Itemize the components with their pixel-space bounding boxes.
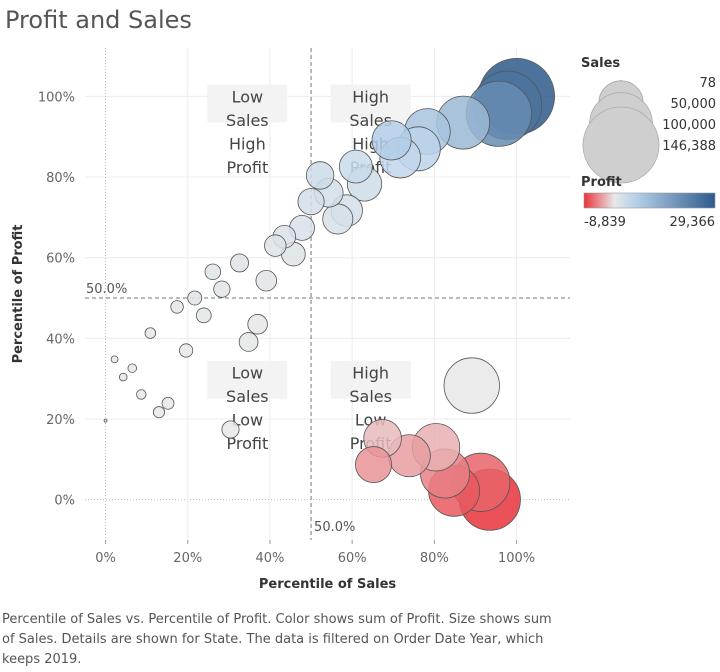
data-point	[195, 307, 212, 324]
x-axis-label: Percentile of Sales	[259, 577, 397, 592]
data-point	[338, 149, 373, 184]
x-tick-label: 100%	[498, 551, 535, 566]
reference-line-label: 50.0%	[86, 282, 127, 297]
data-point	[221, 420, 240, 439]
legend-profit-min: -8,839	[584, 215, 626, 230]
data-point	[118, 372, 128, 382]
y-axis-label: Percentile of Profit	[11, 225, 26, 364]
legend-sales-title: Sales	[581, 56, 620, 71]
quadrant-label-box	[207, 360, 288, 399]
chart-title: Profit and Sales	[5, 6, 192, 34]
quadrant-label: Low Sales High Profit	[226, 87, 269, 177]
data-point	[187, 290, 203, 306]
data-point	[322, 203, 354, 235]
x-tick-label: 20%	[173, 551, 202, 566]
data-points	[103, 57, 555, 531]
y-tick-label: 60%	[46, 252, 75, 267]
data-point	[230, 253, 249, 273]
data-point	[443, 357, 500, 414]
quadrant-label: Low Sales Low Profit	[226, 364, 269, 454]
data-point	[204, 263, 222, 281]
reference-line-label: 50.0%	[314, 520, 355, 535]
legend-size-marker	[582, 106, 660, 184]
data-point	[152, 406, 166, 419]
data-point	[127, 363, 137, 373]
legend-size-label: 78	[699, 76, 716, 91]
data-point	[110, 355, 119, 364]
legend-profit-title: Profit	[581, 175, 622, 190]
axes: 0% 20% 40% 60% 80% 100% 0% 20% 40% 60% 80% 100% Perc…	[11, 90, 535, 592]
legend-size-label: 50,000	[671, 97, 717, 112]
y-tick-label: 80%	[46, 171, 75, 186]
data-point	[136, 389, 147, 400]
reference-lines: 50.0% 50.0%	[85, 48, 570, 540]
data-point	[247, 314, 268, 335]
legend-size-label: 100,000	[662, 118, 716, 133]
legend: Sales 78 50,000 100,000 146,388 Profit -8,839 2…	[581, 56, 716, 230]
y-tick-label: 40%	[46, 332, 75, 347]
legend-profit-max: 29,366	[670, 215, 716, 230]
data-point	[170, 300, 184, 314]
quadrant-label-box	[207, 84, 288, 123]
x-tick-label: 60%	[338, 551, 367, 566]
legend-size-label: 146,388	[662, 139, 716, 154]
y-tick-label: 0%	[54, 494, 75, 509]
legend-profit-gradient	[583, 192, 716, 209]
data-point	[264, 234, 287, 257]
y-tick-label: 100%	[38, 90, 75, 105]
x-tick-label: 40%	[256, 551, 285, 566]
data-point	[297, 188, 325, 216]
chart-caption: Percentile of Sales vs. Percentile of Pr…	[2, 612, 552, 667]
data-point	[103, 418, 108, 423]
data-point	[255, 269, 277, 292]
quadrant-labels: LowSalesHighProfitHighSalesHighProfitLow…	[207, 84, 411, 454]
quadrant-label-box	[330, 360, 411, 399]
data-point	[161, 396, 175, 410]
data-point	[179, 343, 194, 358]
x-tick-label: 80%	[420, 551, 449, 566]
data-point	[213, 280, 231, 298]
x-tick-label: 0%	[95, 551, 116, 566]
data-point	[371, 120, 412, 161]
data-point	[144, 327, 157, 339]
y-tick-label: 20%	[46, 413, 75, 428]
data-point	[238, 332, 259, 352]
data-point	[355, 446, 392, 484]
data-point	[305, 161, 335, 190]
quadrant-label-box	[330, 84, 411, 123]
